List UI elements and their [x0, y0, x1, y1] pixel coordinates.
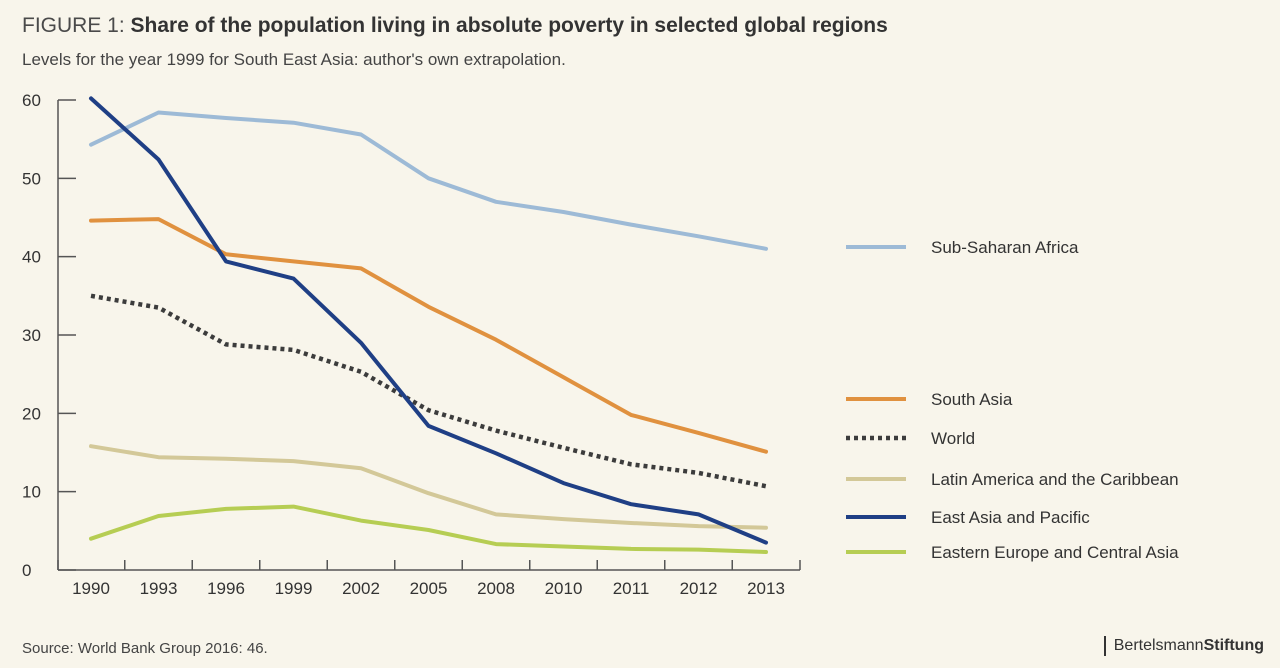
- legend-label: Eastern Europe and Central Asia: [931, 543, 1179, 562]
- x-tick-label: 2012: [680, 579, 718, 598]
- source-note: Source: World Bank Group 2016: 46.: [22, 640, 268, 657]
- figure-title: Share of the population living in absolu…: [130, 14, 888, 37]
- brand-part2: Stiftung: [1203, 637, 1264, 654]
- y-tick-label: 10: [22, 483, 41, 502]
- x-tick-label: 2013: [747, 579, 785, 598]
- legend-label: Latin America and the Caribbean: [931, 470, 1179, 489]
- y-tick-label: 0: [22, 561, 31, 580]
- series-line-sub-saharan-africa: [89, 110, 768, 251]
- brand-logo: BertelsmannStiftung: [1103, 636, 1264, 656]
- x-tick-label: 1993: [140, 579, 178, 598]
- series-line-latin-america-and-the-caribbean: [89, 444, 768, 530]
- x-tick-label: 2005: [410, 579, 448, 598]
- y-tick-label: 40: [22, 248, 41, 267]
- legend-label: World: [931, 429, 975, 448]
- x-tick-label: 2008: [477, 579, 515, 598]
- x-tick-label: 2011: [613, 579, 650, 598]
- brand-part1: Bertelsmann: [1113, 637, 1204, 654]
- legend-label: Sub-Saharan Africa: [931, 238, 1079, 257]
- y-tick-label: 20: [22, 404, 41, 423]
- series-line-world: [90, 293, 767, 489]
- x-tick-label: 1999: [275, 579, 313, 598]
- legend-label: South Asia: [931, 390, 1013, 409]
- series-line-south-asia: [89, 217, 768, 454]
- y-tick-label: 60: [22, 91, 41, 110]
- chart-subtitle: Levels for the year 1999 for South East …: [22, 50, 566, 69]
- y-tick-label: 30: [22, 326, 41, 345]
- series-line-east-asia-and-pacific: [89, 96, 768, 545]
- x-tick-label: 1996: [207, 579, 245, 598]
- series-line-eastern-europe-and-central-asia: [89, 504, 768, 554]
- x-tick-label: 2010: [545, 579, 583, 598]
- x-tick-label: 2002: [342, 579, 380, 598]
- figure-label: FIGURE 1:: [22, 14, 125, 37]
- legend-label: East Asia and Pacific: [931, 508, 1090, 527]
- x-tick-label: 1990: [72, 579, 110, 598]
- y-tick-label: 50: [22, 169, 41, 188]
- chart-title: FIGURE 1: Share of the population living…: [22, 14, 888, 38]
